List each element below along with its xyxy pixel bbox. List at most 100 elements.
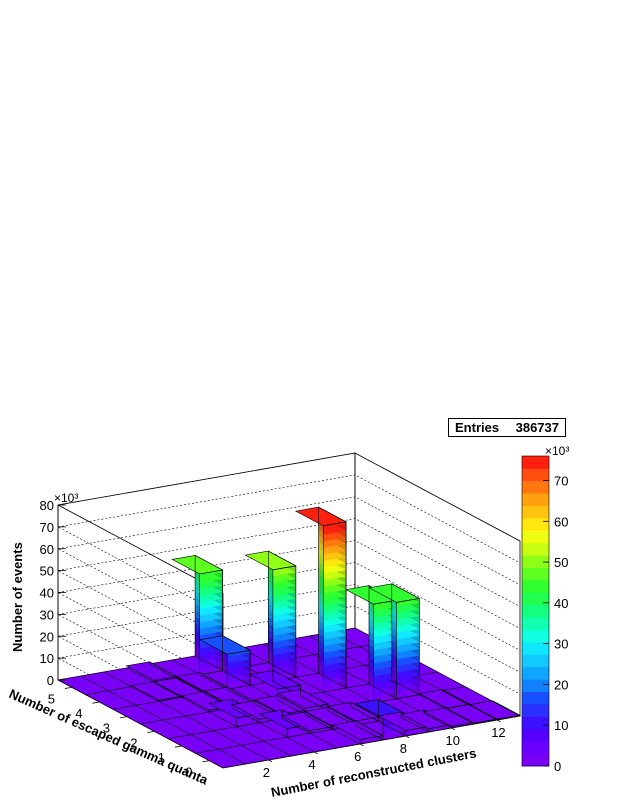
bar	[281, 711, 334, 734]
x-tick	[496, 719, 501, 723]
colorbar-segment	[522, 555, 549, 568]
bar-right-outline	[194, 554, 223, 672]
x-tick-label: 12	[491, 725, 505, 740]
y-tick	[119, 716, 127, 719]
bar-right-outline	[492, 700, 521, 717]
y-tick	[64, 686, 72, 689]
bar	[326, 701, 380, 726]
colorbar-tick-label: 60	[554, 514, 568, 529]
bar-right-outline	[222, 635, 251, 686]
z-tick-label: 30	[40, 607, 54, 622]
colorbar-segment	[522, 753, 549, 767]
grid-line	[57, 504, 224, 594]
grid-line	[57, 614, 224, 703]
colorbar-segment	[522, 741, 549, 754]
grid-line	[57, 452, 521, 542]
colorbar-segment	[522, 567, 549, 581]
colorbar-segment	[522, 654, 549, 668]
grid-line	[57, 474, 521, 564]
colorbar-segment	[522, 468, 549, 482]
x-tick	[314, 751, 318, 755]
colorbar-multiplier: ×10³	[545, 444, 569, 458]
y-tick-label: 1	[158, 750, 165, 765]
bar	[294, 506, 348, 693]
bar-right-outline	[267, 550, 297, 678]
x-tick	[359, 743, 364, 747]
colorbar-segment	[522, 629, 549, 643]
colorbar-segment	[522, 580, 549, 593]
grid-line	[57, 562, 521, 651]
y-tick	[147, 730, 155, 733]
colorbar-segment	[522, 518, 549, 531]
colorbar-segment	[522, 642, 549, 655]
colorbar-frame	[521, 455, 550, 767]
entries-value: 386737	[515, 420, 559, 435]
y-tick-label: 5	[48, 691, 55, 706]
x-tick-label: 10	[446, 733, 460, 748]
colorbar-segment	[522, 456, 549, 469]
colorbar-tick-label: 70	[554, 474, 568, 489]
colorbar-segment	[522, 666, 549, 680]
x-tick-label: 4	[308, 757, 315, 772]
bar-right-outline	[272, 669, 301, 697]
grid-line	[57, 526, 224, 616]
z-tick-label: 80	[40, 498, 54, 513]
bar	[345, 585, 398, 704]
colorbar-segment	[522, 728, 549, 742]
colorbar-segment	[522, 691, 549, 705]
grid-line	[57, 540, 521, 629]
z-multiplier: ×10³	[54, 491, 78, 505]
entries-label: Entries	[455, 420, 500, 435]
bar	[468, 700, 521, 721]
x-tick-label: 2	[263, 765, 270, 780]
x-tick-label: 8	[400, 741, 407, 756]
bars	[125, 506, 521, 745]
x-tick	[405, 735, 410, 739]
colorbar-tick-label: 20	[554, 677, 568, 692]
x-tick-label: 6	[354, 749, 361, 764]
y-tick-label: 4	[75, 706, 82, 721]
z-tick-label: 20	[40, 629, 54, 644]
z-tick-label: 70	[40, 520, 54, 535]
z-tick-label: 0	[47, 673, 54, 688]
bar-right-outline	[391, 583, 420, 696]
x-tick	[451, 727, 455, 731]
colorbar-tick-label: 40	[554, 596, 568, 611]
z-tick-label: 50	[40, 564, 54, 579]
y-tick-label: 3	[103, 721, 110, 736]
bar	[244, 550, 297, 682]
grid-line	[57, 548, 224, 638]
colorbar-segment	[522, 530, 549, 544]
z-tick-label: 10	[40, 651, 54, 666]
bar-right-outline	[149, 661, 178, 680]
z-axis-label: Number of events	[10, 542, 25, 652]
y-tick	[174, 745, 182, 748]
colorbar-segment	[522, 592, 549, 606]
grid-line	[57, 592, 224, 681]
colorbar-tick-label: 30	[554, 637, 568, 652]
colorbar-tick-label: 10	[554, 718, 568, 733]
colorbar-tick-label: 50	[554, 555, 568, 570]
colorbar-segment	[522, 505, 549, 519]
colorbar-segment	[522, 679, 549, 692]
grid-line	[57, 518, 521, 607]
colorbar-segment	[522, 542, 549, 556]
y-axis-line	[57, 679, 224, 769]
bar	[171, 554, 224, 676]
colorbar-segment	[522, 716, 549, 730]
y-tick	[92, 701, 100, 704]
colorbar-segment	[522, 704, 549, 717]
grid-line	[57, 605, 521, 695]
bar	[368, 583, 421, 700]
grid-line	[57, 583, 521, 673]
colorbar-segment	[522, 480, 549, 494]
x-tick	[268, 759, 273, 763]
bar	[198, 635, 252, 690]
y-tick-label: 2	[130, 735, 137, 750]
x-axis-line	[222, 715, 521, 769]
colorbar: 0 10 20 30 40 50 60 70	[521, 455, 568, 774]
colorbar-segment	[522, 493, 549, 506]
bar-right-outline	[318, 506, 347, 689]
